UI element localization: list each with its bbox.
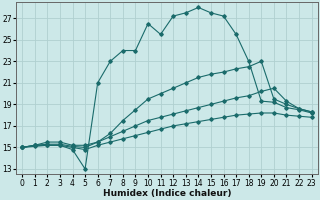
X-axis label: Humidex (Indice chaleur): Humidex (Indice chaleur): [103, 189, 231, 198]
